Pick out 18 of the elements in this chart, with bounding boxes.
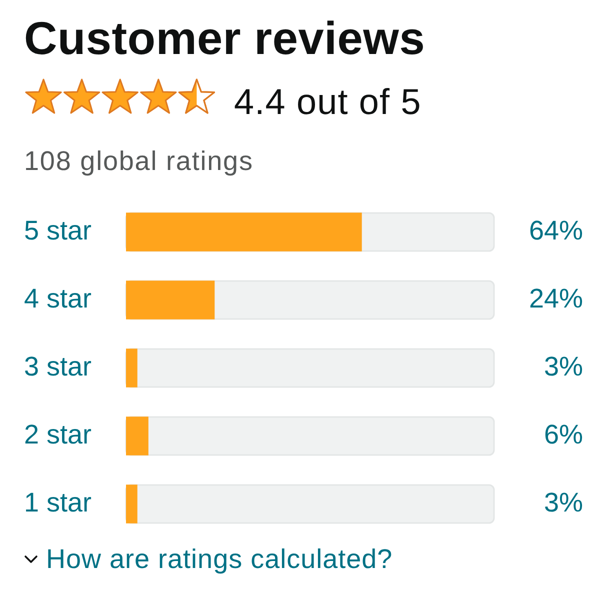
- text: 108 global ratings: [24, 146, 254, 176]
- data-label: 64%: [528, 215, 583, 246]
- data-label: 3%: [544, 487, 583, 518]
- bar: [126, 280, 215, 320]
- data-label: 6%: [544, 419, 583, 450]
- y-tick-label: 5 star: [24, 215, 92, 246]
- bar: [126, 416, 148, 456]
- bar: [126, 348, 138, 388]
- y-tick-label: 3 star: [24, 351, 92, 382]
- chart-subtitle: 4.4 out of 5: [234, 81, 422, 122]
- data-label: 24%: [528, 283, 583, 314]
- chart-title: Customer reviews: [24, 12, 426, 64]
- y-tick-label: 4 star: [24, 283, 92, 314]
- data-label: 3%: [544, 351, 583, 382]
- y-tick-label: 1 star: [24, 487, 92, 518]
- text: How are ratings calculated?: [46, 544, 393, 574]
- y-tick-label: 2 star: [24, 419, 92, 450]
- bar: [126, 484, 138, 524]
